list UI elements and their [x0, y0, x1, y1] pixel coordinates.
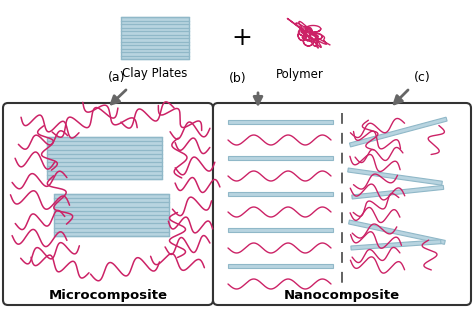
Text: (b): (b): [229, 72, 247, 85]
FancyBboxPatch shape: [47, 137, 163, 179]
Text: Clay Plates: Clay Plates: [122, 67, 188, 80]
FancyBboxPatch shape: [121, 17, 189, 59]
Polygon shape: [228, 192, 333, 196]
Text: (a): (a): [108, 71, 126, 84]
Polygon shape: [351, 240, 441, 250]
Polygon shape: [228, 156, 333, 160]
Polygon shape: [228, 264, 333, 268]
Polygon shape: [352, 185, 444, 199]
FancyBboxPatch shape: [3, 103, 213, 305]
Text: Polymer: Polymer: [276, 68, 324, 81]
Text: Microcomposite: Microcomposite: [48, 289, 167, 302]
Polygon shape: [228, 228, 333, 232]
FancyBboxPatch shape: [213, 103, 471, 305]
Polygon shape: [348, 220, 445, 244]
Polygon shape: [228, 120, 333, 124]
Text: +: +: [232, 26, 253, 50]
Text: (c): (c): [414, 71, 430, 84]
Text: Nanocomposite: Nanocomposite: [284, 289, 400, 302]
Polygon shape: [348, 168, 442, 185]
FancyBboxPatch shape: [55, 194, 170, 236]
Polygon shape: [349, 117, 447, 147]
